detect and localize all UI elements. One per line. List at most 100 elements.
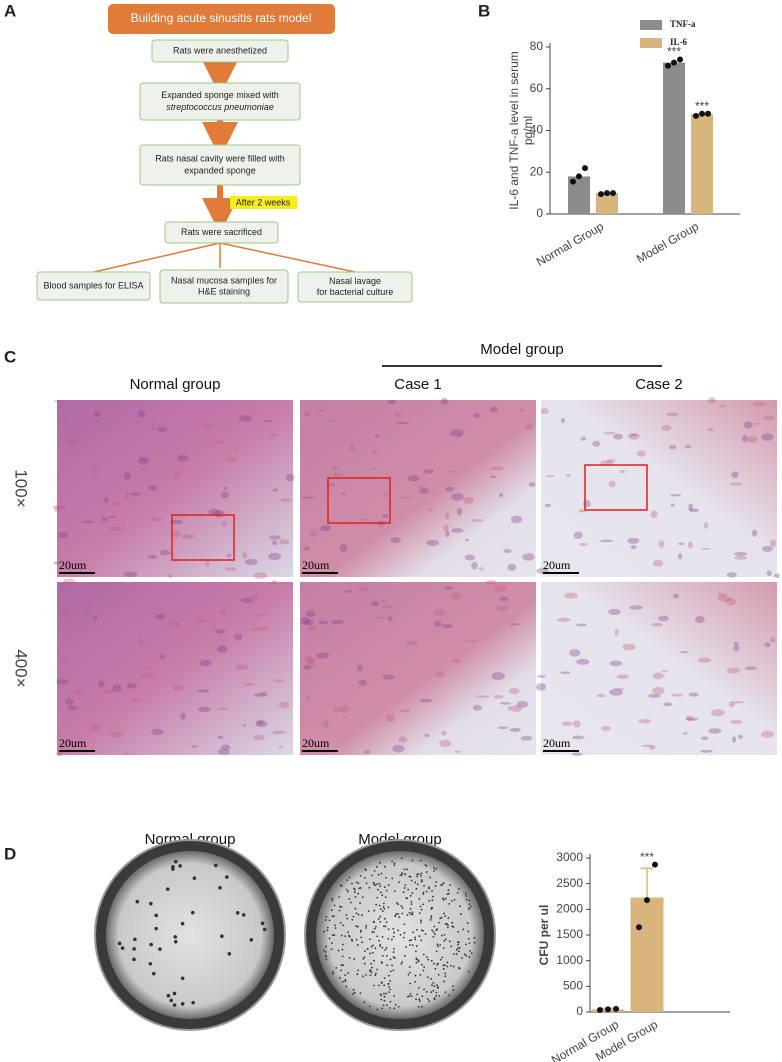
colony xyxy=(393,864,396,867)
colony xyxy=(371,951,374,954)
colony xyxy=(394,1003,397,1006)
colony xyxy=(331,909,333,912)
colony xyxy=(357,913,360,916)
colony xyxy=(378,904,381,907)
cell xyxy=(349,444,355,452)
colony xyxy=(356,944,359,946)
cell xyxy=(451,528,464,533)
colony xyxy=(347,931,349,934)
colony xyxy=(191,1000,195,1005)
colony xyxy=(429,876,431,879)
colony xyxy=(180,1002,185,1006)
cell xyxy=(613,687,625,691)
cell xyxy=(572,720,581,728)
colony xyxy=(392,969,395,972)
cell xyxy=(160,654,165,660)
colony xyxy=(363,962,366,965)
colony xyxy=(339,921,342,924)
cell xyxy=(387,616,393,621)
colony xyxy=(370,962,373,965)
colony xyxy=(402,891,405,894)
x-tick-label: Model Group xyxy=(634,219,701,266)
cell xyxy=(74,689,83,695)
cell xyxy=(576,658,590,665)
colony xyxy=(467,937,470,940)
colony xyxy=(443,933,446,936)
colony xyxy=(393,1007,396,1010)
y-tick-label: 20 xyxy=(530,164,544,178)
row-label: 400× xyxy=(12,649,31,687)
cell xyxy=(661,424,672,431)
cell xyxy=(255,720,268,728)
cell xyxy=(652,672,664,680)
cell xyxy=(573,531,583,539)
colony xyxy=(399,933,402,936)
cell xyxy=(522,553,535,561)
colony xyxy=(340,906,343,908)
cell xyxy=(457,434,462,437)
colony xyxy=(346,917,349,920)
colony xyxy=(432,935,435,938)
colony xyxy=(361,941,363,944)
colony xyxy=(382,1004,385,1007)
colony xyxy=(373,869,376,872)
cell xyxy=(507,563,517,571)
cell xyxy=(197,689,210,693)
cell xyxy=(651,622,663,627)
flow-outcome-text: Blood samples for ELISA xyxy=(43,280,143,290)
data-point xyxy=(576,173,582,180)
cell xyxy=(381,604,395,608)
colony xyxy=(404,884,407,886)
cell xyxy=(465,639,478,642)
cell xyxy=(398,736,407,743)
colony xyxy=(173,940,178,944)
colony xyxy=(421,995,424,998)
cell xyxy=(762,415,775,420)
cell xyxy=(407,640,419,646)
cell xyxy=(217,748,230,755)
cell xyxy=(518,408,526,412)
cell xyxy=(686,717,699,721)
data-point xyxy=(605,1006,611,1013)
colony xyxy=(450,945,453,948)
cell xyxy=(770,539,776,548)
colony xyxy=(443,939,446,942)
data-point xyxy=(677,56,683,63)
bar xyxy=(568,176,590,214)
cell xyxy=(731,471,739,478)
colony xyxy=(409,982,412,985)
cell xyxy=(318,620,329,625)
colony xyxy=(379,993,382,996)
cell xyxy=(485,579,497,585)
colony xyxy=(462,928,465,931)
colony xyxy=(374,947,377,950)
colony xyxy=(402,936,405,939)
colony xyxy=(428,899,431,902)
colony xyxy=(388,974,390,977)
colony xyxy=(376,1008,379,1011)
cell xyxy=(81,520,95,523)
cell xyxy=(592,440,601,447)
colony xyxy=(400,963,403,965)
data-point xyxy=(597,1006,603,1013)
cell xyxy=(341,492,347,495)
scale-bar-label: 20um xyxy=(543,558,571,572)
colony xyxy=(444,897,447,900)
colony xyxy=(407,888,410,891)
colony xyxy=(452,989,455,991)
cell xyxy=(452,658,462,664)
cell xyxy=(205,559,210,567)
colony xyxy=(385,921,388,924)
colony xyxy=(432,895,434,898)
cell xyxy=(316,652,330,659)
cell xyxy=(242,723,248,728)
cell xyxy=(684,444,692,449)
colony xyxy=(154,926,159,931)
cell xyxy=(451,493,464,501)
y-axis-label: IL-6 and TNF-a level in serum xyxy=(507,51,521,210)
cell xyxy=(503,548,512,554)
cell xyxy=(495,606,509,611)
colony xyxy=(380,891,382,894)
colony xyxy=(433,925,436,928)
cell xyxy=(774,573,780,579)
